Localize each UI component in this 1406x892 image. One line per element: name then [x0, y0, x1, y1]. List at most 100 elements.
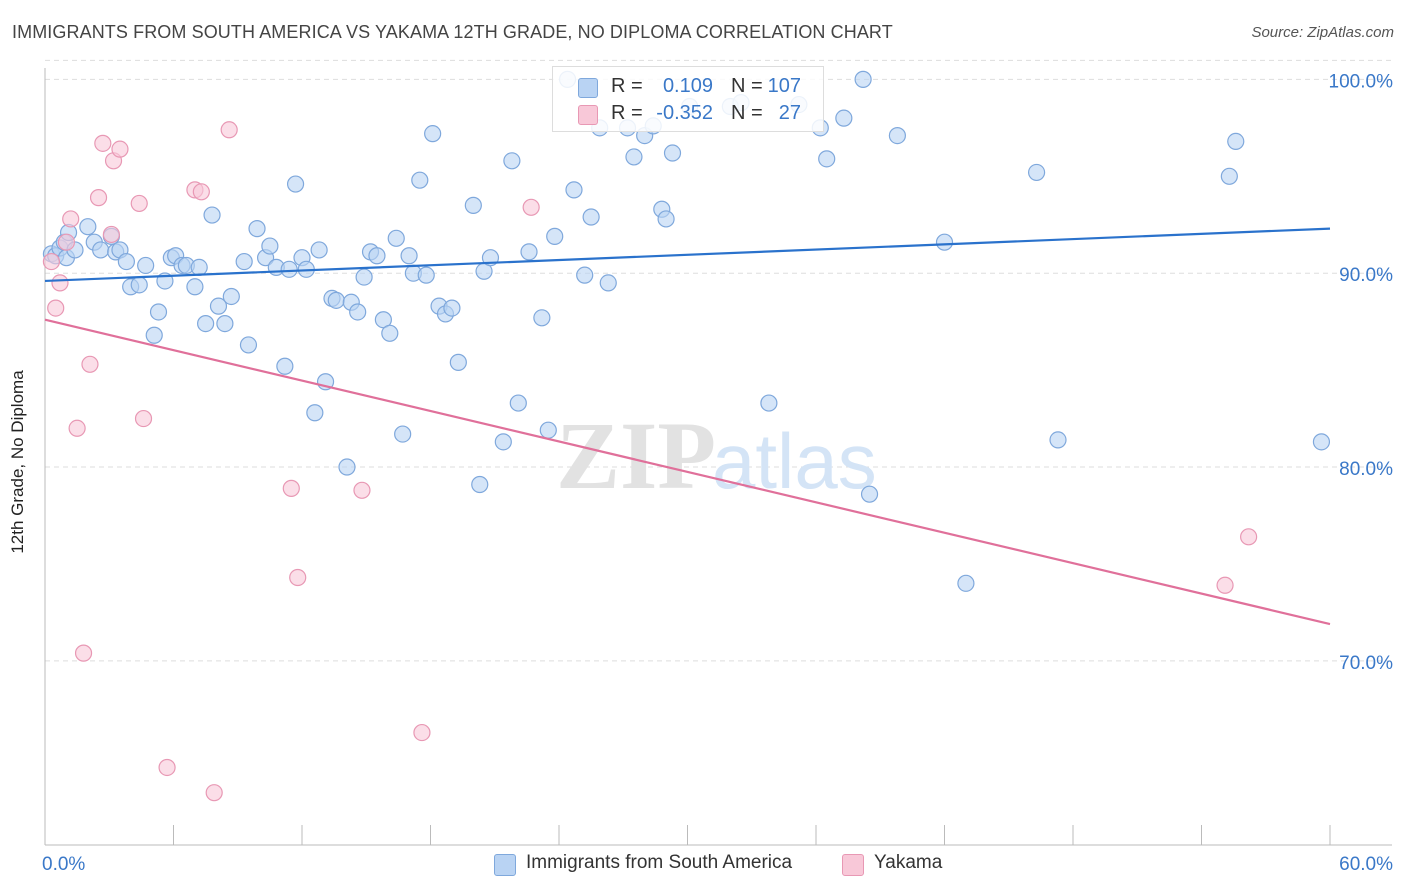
yakama-data-point [289, 568, 307, 587]
immigrants-data-point [1220, 167, 1238, 185]
immigrants-data-point [394, 425, 412, 443]
immigrants-data-point [503, 152, 521, 170]
immigrants-data-point [355, 268, 373, 286]
immigrants-data-point [1312, 433, 1331, 451]
immigrants-data-point [338, 458, 356, 476]
immigrants-data-point [818, 150, 836, 168]
immigrants-data-point [494, 433, 512, 451]
immigrants-data-point [443, 299, 461, 317]
immigrants-data-point [327, 291, 345, 309]
immigrants-data-point [280, 260, 298, 278]
immigrants-data-point [387, 229, 405, 247]
grid-lines [45, 59, 1392, 662]
legend-swatch-blue [494, 854, 516, 876]
yakama-data-point [220, 121, 238, 139]
immigrants-data-point [663, 144, 682, 162]
legend-swatch-pink [842, 854, 864, 876]
watermark-zip: ZIP [556, 402, 716, 509]
immigrants-data-point [625, 148, 643, 166]
legend-r-label: R = [611, 102, 643, 124]
immigrants-data-point [216, 315, 234, 333]
immigrants-data-point [533, 309, 551, 327]
yakama-data-point [94, 134, 112, 152]
immigrants-data-point [186, 278, 204, 296]
legend-n-label: N = [731, 75, 763, 97]
immigrants-data-point [276, 357, 294, 375]
yakama-data-point [51, 274, 69, 292]
yakama-data-point [47, 299, 65, 317]
immigrants-data-point [539, 421, 557, 439]
legend-label-immigrants: Immigrants from South America [526, 852, 793, 873]
yakama-data-point [192, 183, 210, 201]
immigrants-data-point [400, 247, 418, 265]
yakama-data-point [111, 140, 129, 158]
y-tick-label: 90.0% [1339, 265, 1393, 286]
immigrants-data-point [411, 171, 429, 189]
immigrants-data-point [835, 109, 853, 127]
immigrants-data-point [368, 247, 386, 265]
yakama-data-point [205, 784, 223, 802]
yakama-data-point [1240, 528, 1258, 546]
immigrants-data-point [860, 485, 879, 503]
immigrants-data-point [239, 336, 258, 354]
immigrants-data-point [1027, 163, 1046, 182]
trend-lines [44, 227, 1331, 626]
immigrants-data-point [424, 125, 442, 143]
stats-legend: R = 0.109 N = 107 R = -0.352 N = 27 [552, 66, 824, 132]
watermark: ZIP atlas [556, 402, 877, 509]
legend-label-yakama: Yakama [874, 852, 943, 873]
yakama-data-point [62, 210, 80, 228]
immigrants-data-point [582, 208, 600, 226]
legend-swatch-blue [578, 78, 598, 98]
yakama-data-point [130, 194, 148, 213]
yakama-trend-line [44, 318, 1331, 626]
yakama-data-point [522, 198, 540, 216]
immigrants-data-point [261, 237, 279, 255]
y-tick-label: 80.0% [1339, 459, 1393, 480]
immigrants-data-point [471, 475, 489, 494]
legend-n-label: N = [731, 102, 763, 124]
yakama-data-point [282, 479, 300, 497]
yakama-data-point [158, 758, 176, 777]
legend-r-value: 0.109 [662, 75, 713, 97]
yakama-data-point [74, 644, 93, 662]
yakama-data-point [102, 225, 120, 244]
y-axis-label: 12th Grade, No Diploma [8, 370, 27, 554]
immigrants-data-point [209, 297, 228, 315]
series-legend: Immigrants from South America Yakama [0, 852, 1406, 878]
immigrants-data-point [464, 196, 482, 214]
immigrants-data-point [599, 274, 617, 292]
series-yakama-points [42, 121, 1258, 802]
yakama-data-point [68, 419, 86, 437]
yakama-data-point [413, 723, 431, 742]
yakama-data-point [134, 409, 153, 428]
legend-r-label: R = [611, 75, 643, 97]
immigrants-data-point [149, 303, 168, 321]
immigrants-data-point [310, 241, 328, 259]
yakama-data-point [353, 481, 371, 499]
immigrants-data-point [1227, 132, 1245, 151]
yakama-data-point [57, 233, 76, 251]
source-label: Source: ZipAtlas.com [1251, 24, 1394, 41]
x-tick-label-min: 0.0% [42, 854, 85, 875]
immigrants-data-point [137, 256, 155, 275]
immigrants-data-point [190, 258, 208, 276]
immigrants-data-point [935, 233, 954, 251]
immigrants-data-point [381, 324, 399, 342]
yakama-data-point [81, 355, 99, 373]
immigrants-data-point [349, 303, 367, 321]
chart-title: IMMIGRANTS FROM SOUTH AMERICA VS YAKAMA … [12, 22, 893, 42]
immigrants-data-point [197, 315, 215, 333]
legend-r-value: -0.352 [656, 102, 713, 124]
immigrants-data-point [888, 126, 906, 145]
immigrants-data-point [520, 243, 538, 261]
immigrants-data-point [576, 266, 594, 284]
watermark-atlas: atlas [712, 417, 877, 505]
immigrants-data-point [235, 252, 253, 271]
immigrants-data-point [546, 227, 564, 245]
immigrants-data-point [117, 252, 135, 271]
immigrants-data-point [760, 394, 778, 412]
immigrants-data-point [79, 218, 97, 236]
axes [44, 68, 1392, 846]
